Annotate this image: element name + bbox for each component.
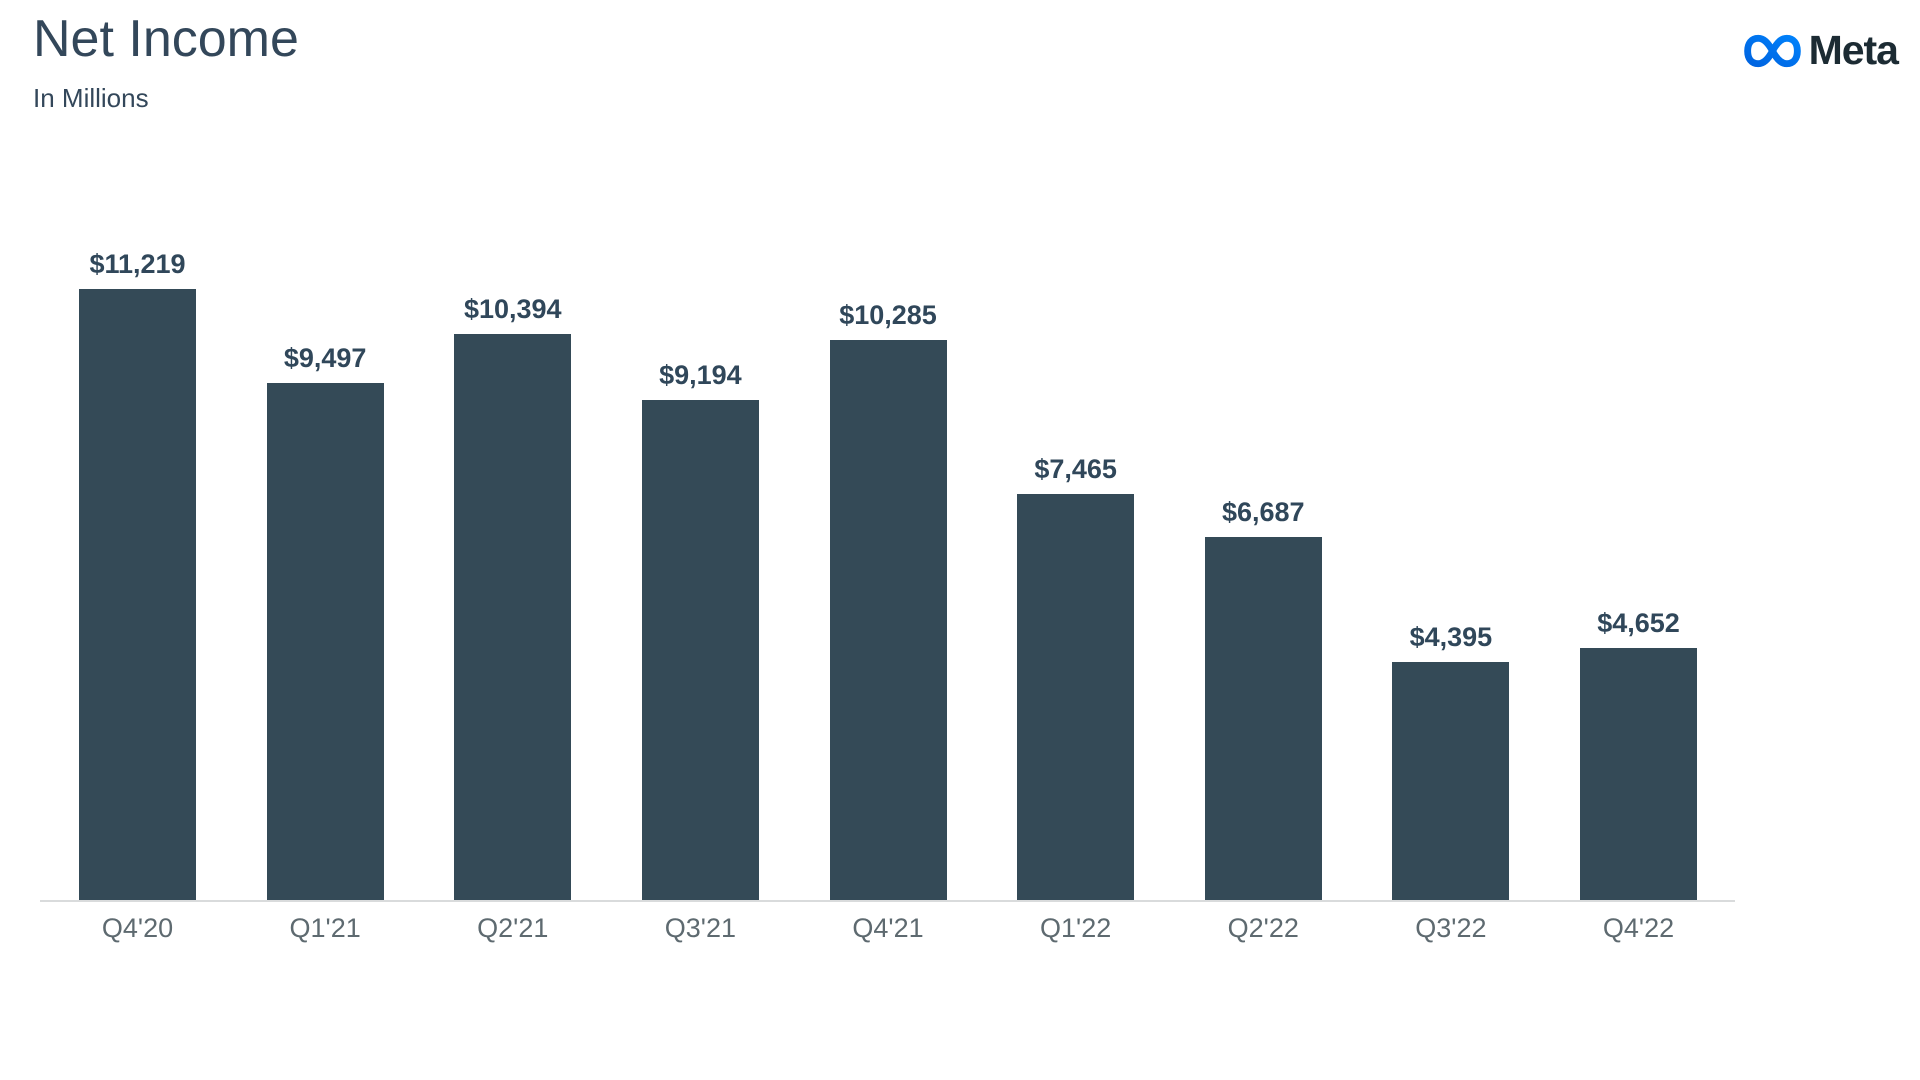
- x-tick-label: Q4'22: [1602, 913, 1675, 943]
- bar-value-label: $4,652: [1597, 608, 1680, 638]
- x-tick-label: Q1'22: [1040, 913, 1112, 943]
- bar-cell: $9,497: [266, 343, 384, 902]
- bar-value-label: $11,219: [89, 249, 186, 279]
- bar-cell: $7,465: [1017, 454, 1135, 902]
- meta-wordmark: Meta: [1808, 27, 1899, 73]
- bar: [454, 334, 572, 902]
- x-tick-label: Q2'22: [1227, 913, 1299, 943]
- bar-cell: $10,394: [454, 294, 572, 902]
- bar: [266, 383, 384, 902]
- bar-cell: $9,194: [641, 360, 759, 902]
- meta-logo: Meta: [1743, 27, 1899, 74]
- bar: [829, 340, 947, 902]
- bar-cell: $4,395: [1392, 622, 1510, 902]
- x-axis-line: [40, 900, 1735, 902]
- bar: [1204, 537, 1322, 902]
- bar-value-label: $4,395: [1409, 622, 1493, 652]
- x-tick-label: Q1'21: [289, 913, 361, 943]
- bar-cell: $4,652: [1580, 608, 1697, 902]
- bar: [641, 400, 759, 902]
- bar: [1580, 648, 1697, 902]
- bar-value-label: $10,285: [839, 300, 937, 330]
- bar: [1392, 662, 1510, 902]
- plot-area: $11,219 $9,497 $10,394 $9,194 $10,285 $7,465 $…: [79, 249, 1697, 902]
- chart-header: Net Income In Millions: [33, 10, 299, 114]
- bar-value-label: $9,194: [659, 360, 742, 390]
- x-tick-label: Q2'21: [477, 913, 549, 943]
- bar: [79, 289, 196, 902]
- page-title: Net Income: [33, 10, 299, 68]
- x-axis-tick-labels: Q4'20 Q1'21 Q2'21 Q3'21 Q4'21 Q1'22 Q2'22 Q3'22…: [79, 913, 1697, 944]
- x-tick-label: Q3'22: [1415, 913, 1487, 943]
- bar-value-label: $7,465: [1034, 454, 1117, 484]
- x-tick-label: Q4'20: [101, 913, 174, 943]
- bar-value-label: $9,497: [283, 343, 367, 373]
- x-tick-label: Q3'21: [664, 913, 736, 943]
- page-subtitle: In Millions: [33, 82, 149, 113]
- meta-infinity-icon: [1743, 34, 1801, 67]
- bar-value-label: $6,687: [1221, 497, 1305, 527]
- bar-value-label: $10,394: [463, 294, 562, 324]
- x-tick-label: Q4'21: [852, 913, 924, 943]
- bar: [1017, 494, 1135, 902]
- bar-cell: $11,219: [79, 249, 196, 902]
- bar-cell: $10,285: [829, 300, 947, 902]
- bar-cell: $6,687: [1204, 497, 1322, 902]
